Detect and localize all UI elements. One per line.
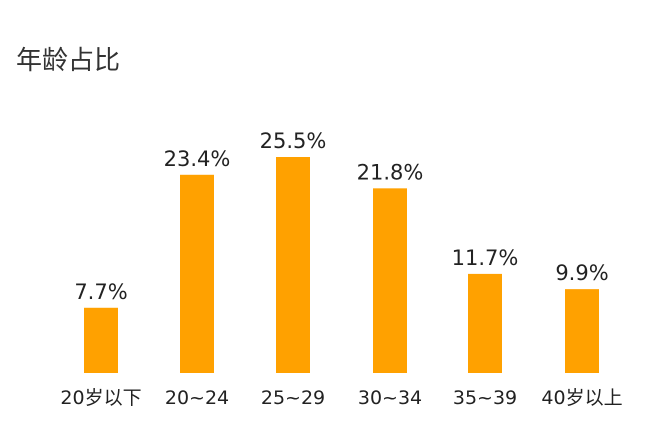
bar-3 xyxy=(373,188,407,373)
value-label-0: 7.7% xyxy=(74,280,127,304)
bar-4 xyxy=(468,273,502,373)
bar-0 xyxy=(84,307,118,373)
value-label-4: 11.7% xyxy=(452,246,519,270)
category-label-1: 20~24 xyxy=(165,387,229,409)
category-label-4: 35~39 xyxy=(453,387,517,409)
category-label-0: 20岁以下 xyxy=(60,387,141,409)
value-label-2: 25.5% xyxy=(260,129,327,153)
bar-1 xyxy=(180,174,214,373)
bar-2 xyxy=(276,157,310,373)
value-label-3: 21.8% xyxy=(357,160,424,184)
chart-title: 年龄占比 xyxy=(16,46,120,76)
category-labels-group: 20岁以下 20~24 25~29 30~34 35~39 40岁以上 xyxy=(60,387,622,409)
bars-group xyxy=(84,157,599,373)
value-labels-group: 7.7% 23.4% 25.5% 21.8% 11.7% 9.9% xyxy=(74,129,608,304)
category-label-3: 30~34 xyxy=(358,387,422,409)
bar-5 xyxy=(565,289,599,373)
category-label-2: 25~29 xyxy=(261,387,325,409)
value-label-1: 23.4% xyxy=(164,147,231,171)
value-label-5: 9.9% xyxy=(555,261,608,285)
category-label-5: 40岁以上 xyxy=(541,387,622,409)
